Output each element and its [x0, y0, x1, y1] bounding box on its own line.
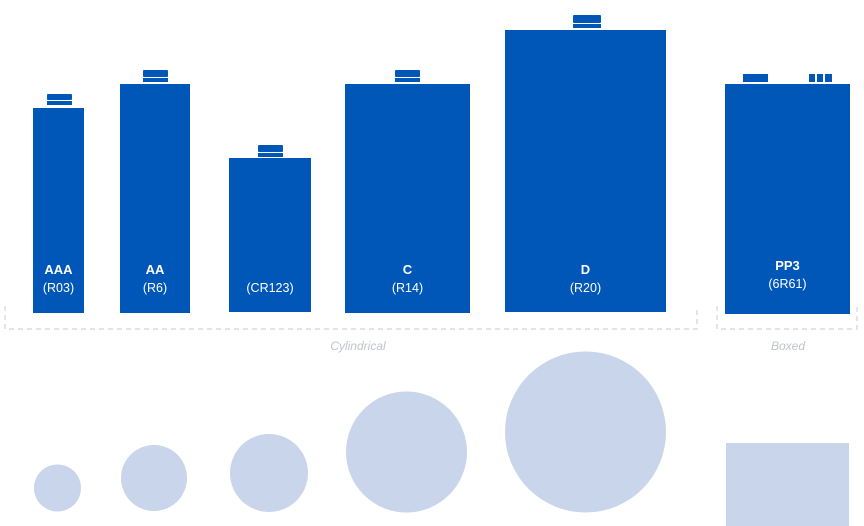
battery-aaa-terminal-base [47, 101, 72, 105]
footprint-aaa [34, 464, 81, 512]
battery-d: D (R20) [505, 15, 666, 312]
footprint-pp3 [726, 443, 849, 526]
battery-pp3-terminal-round [743, 74, 768, 82]
battery-aa-code: (R6) [143, 281, 167, 295]
battery-c-terminal-top [395, 70, 420, 77]
group-cylindrical-label: Cylindrical [330, 339, 386, 353]
battery-cr123-body [229, 158, 311, 312]
battery-cr123-terminal-base [258, 153, 283, 157]
battery-c-name: C [403, 262, 413, 277]
battery-aaa-terminal-top [47, 94, 72, 100]
footprint-cr123 [230, 434, 308, 512]
battery-d-code: (R20) [570, 281, 601, 295]
battery-pp3-terminal-hex-3 [825, 74, 832, 82]
battery-aaa-name: AAA [44, 262, 73, 277]
battery-aaa: AAA (R03) [33, 94, 84, 313]
footprint-d [505, 351, 666, 513]
battery-aaa-body [33, 108, 84, 313]
battery-aa-name: AA [146, 262, 165, 277]
group-cylindrical-bracket [4, 306, 698, 330]
battery-d-terminal-base [573, 24, 601, 28]
battery-pp3-terminal-hex-2 [817, 74, 823, 82]
battery-cr123-terminal-top [258, 145, 283, 152]
battery-pp3-code: (6R61) [768, 277, 806, 291]
battery-pp3-body [725, 84, 850, 314]
battery-c-terminal-base [395, 78, 420, 82]
group-boxed-bracket [716, 306, 858, 330]
battery-aaa-code: (R03) [43, 281, 74, 295]
group-cylindrical: Cylindrical [4, 306, 698, 353]
battery-aa-body [120, 84, 190, 313]
footprints [34, 351, 849, 526]
battery-pp3-name: PP3 [775, 258, 800, 273]
battery-aa-terminal-base [143, 78, 168, 82]
battery-c: C (R14) [345, 70, 470, 313]
footprint-c [346, 391, 467, 513]
group-boxed-label: Boxed [771, 339, 805, 353]
battery-cr123-code: (CR123) [246, 281, 293, 295]
group-boxed: Boxed [716, 306, 858, 353]
battery-d-terminal-top [573, 15, 601, 23]
battery-aa-terminal-top [143, 70, 168, 77]
battery-d-body [505, 30, 666, 312]
footprint-aa [121, 445, 187, 511]
battery-aa: AA (R6) [120, 70, 190, 313]
battery-c-code: (R14) [392, 281, 423, 295]
battery-pp3: PP3 (6R61) [725, 74, 850, 314]
battery-c-body [345, 84, 470, 313]
battery-pp3-terminal-hex-1 [809, 74, 815, 82]
battery-d-name: D [581, 262, 590, 277]
battery-cr123: (CR123) [229, 145, 311, 312]
